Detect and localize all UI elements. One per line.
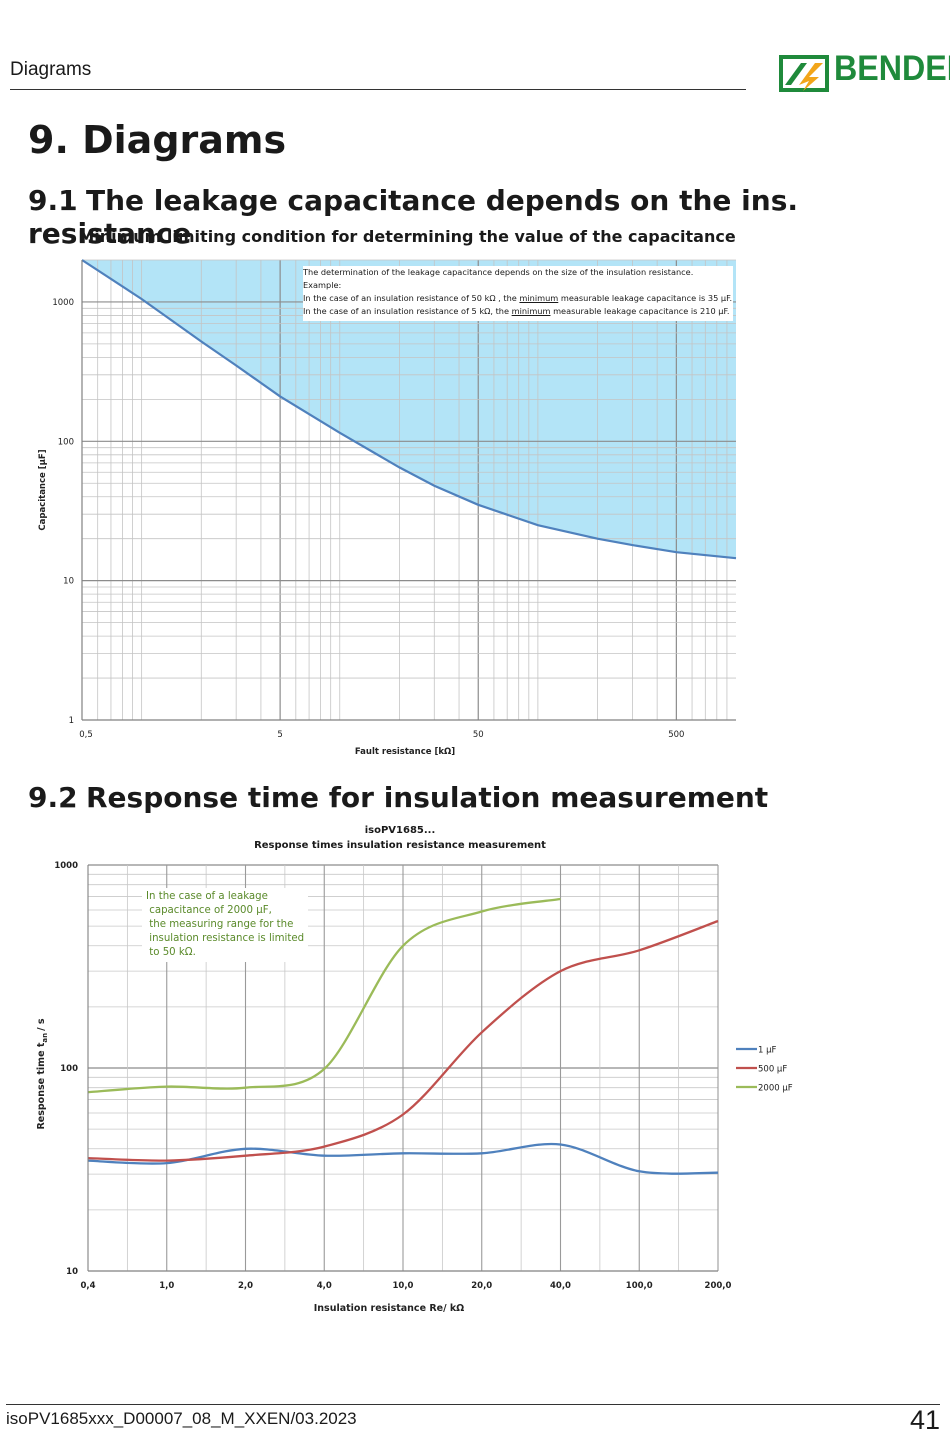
bender-logo	[779, 53, 945, 93]
annotation-emphasis: minimum	[511, 306, 551, 316]
x-tick-label: 50	[473, 730, 484, 740]
chapter-heading: 9. Diagrams	[28, 118, 287, 162]
annotation-line: In the case of an insulation resistance …	[303, 292, 733, 305]
x-axis-label: Insulation resistance Re/ kΩ	[314, 1303, 465, 1314]
chart1-svg: 0,5 5 50 500 1 10 100 1000 Fault resistance [kΩ]…	[38, 259, 737, 757]
annotation-emphasis: minimum	[519, 293, 559, 303]
section-number: 9.1	[28, 184, 78, 217]
x-axis-label: Fault resistance [kΩ]	[355, 747, 455, 757]
minimum-capacitance-curve	[81, 259, 737, 560]
annotation-text: In the case of an insulation resistance …	[303, 306, 512, 316]
running-header-title: Diagrams	[10, 59, 92, 80]
header-divider	[10, 89, 746, 90]
capacitance-area-fill	[82, 260, 736, 559]
x-tick-label: 200,0	[705, 1281, 732, 1291]
page-number: 41	[909, 1405, 940, 1435]
y-axis-label: Capacitance [µF]	[38, 449, 48, 530]
section-heading-9-2: 9.2 Response time for insulation measurem…	[28, 781, 768, 814]
logo-text: BENDER	[834, 49, 950, 88]
annotation-text: In the case of an insulation resistance …	[303, 293, 520, 303]
x-tick-label: 2,0	[238, 1281, 253, 1291]
y-axis-label: Response time tan / s	[36, 1018, 49, 1129]
footer-divider	[6, 1404, 940, 1405]
series-line-2	[87, 897, 561, 1094]
x-tick-label: 40,0	[550, 1281, 571, 1291]
y-tick-label: 10	[66, 1267, 78, 1277]
y-tick-label: 100	[60, 1064, 78, 1074]
x-tick-label: 500	[668, 730, 684, 740]
section-title: The leakage capacitance depends on the i…	[28, 184, 798, 250]
logo-mark-icon	[779, 55, 829, 92]
x-tick-label: 1,0	[159, 1281, 174, 1291]
x-tick-label: 0,5	[79, 730, 93, 740]
y-tick-label: 1	[69, 716, 74, 726]
x-tick-label: 0,4	[80, 1281, 95, 1291]
chart1-title: Minimum limiting condition for determini…	[78, 227, 736, 246]
x-tick-label: 20,0	[471, 1281, 492, 1291]
section-heading-9-1: 9.1 The leakage capacitance depends on th…	[28, 184, 950, 250]
x-tick-label: 4,0	[317, 1281, 332, 1291]
annotation-line: The determination of the leakage capacit…	[303, 267, 694, 277]
y-tick-label: 1000	[52, 298, 74, 308]
annotation-text: measurable leakage capacitance is 210 µF…	[550, 306, 730, 316]
chart2-subtitle: Response times insulation resistance mea…	[254, 840, 546, 851]
legend-label: 1 µF	[758, 1046, 777, 1056]
section-number: 9.2	[28, 781, 78, 814]
chart2-title: isoPV1685...	[364, 825, 436, 836]
x-tick-label: 100,0	[626, 1281, 653, 1291]
y-tick-label: 100	[58, 437, 74, 447]
x-tick-label: 5	[277, 730, 282, 740]
y-tick-label: 1000	[54, 861, 78, 871]
chart2-annotation: In the case of a leakage capacitance of …	[142, 888, 308, 962]
section-title: Response time for insulation measurement	[86, 781, 769, 814]
annotation-line: Example:	[303, 280, 342, 290]
legend-label: 2000 µF	[758, 1084, 793, 1094]
y-axis-label-subscript: an	[41, 1033, 49, 1043]
y-axis-label-unit: / s	[36, 1018, 47, 1031]
y-axis-label-main: Response time t	[36, 1042, 47, 1129]
annotation-text: measurable leakage capacitance is 35 µF.	[558, 293, 733, 303]
chart1-annotation: The determination of the leakage capacit…	[303, 266, 733, 321]
document-id: isoPV1685xxx_D00007_08_M_XXEN/03.2023	[6, 1409, 357, 1428]
legend-label: 500 µF	[758, 1065, 787, 1075]
series-line-1	[87, 919, 719, 1162]
y-tick-label: 10	[63, 577, 74, 587]
x-tick-label: 10,0	[393, 1281, 414, 1291]
annotation-line: In the case of an insulation resistance …	[303, 305, 733, 318]
chart2-svg: 0,4 1,0 2,0 4,0 10,0 20,0 40,0 100,0 200,0 10 100 1…	[36, 861, 793, 1314]
